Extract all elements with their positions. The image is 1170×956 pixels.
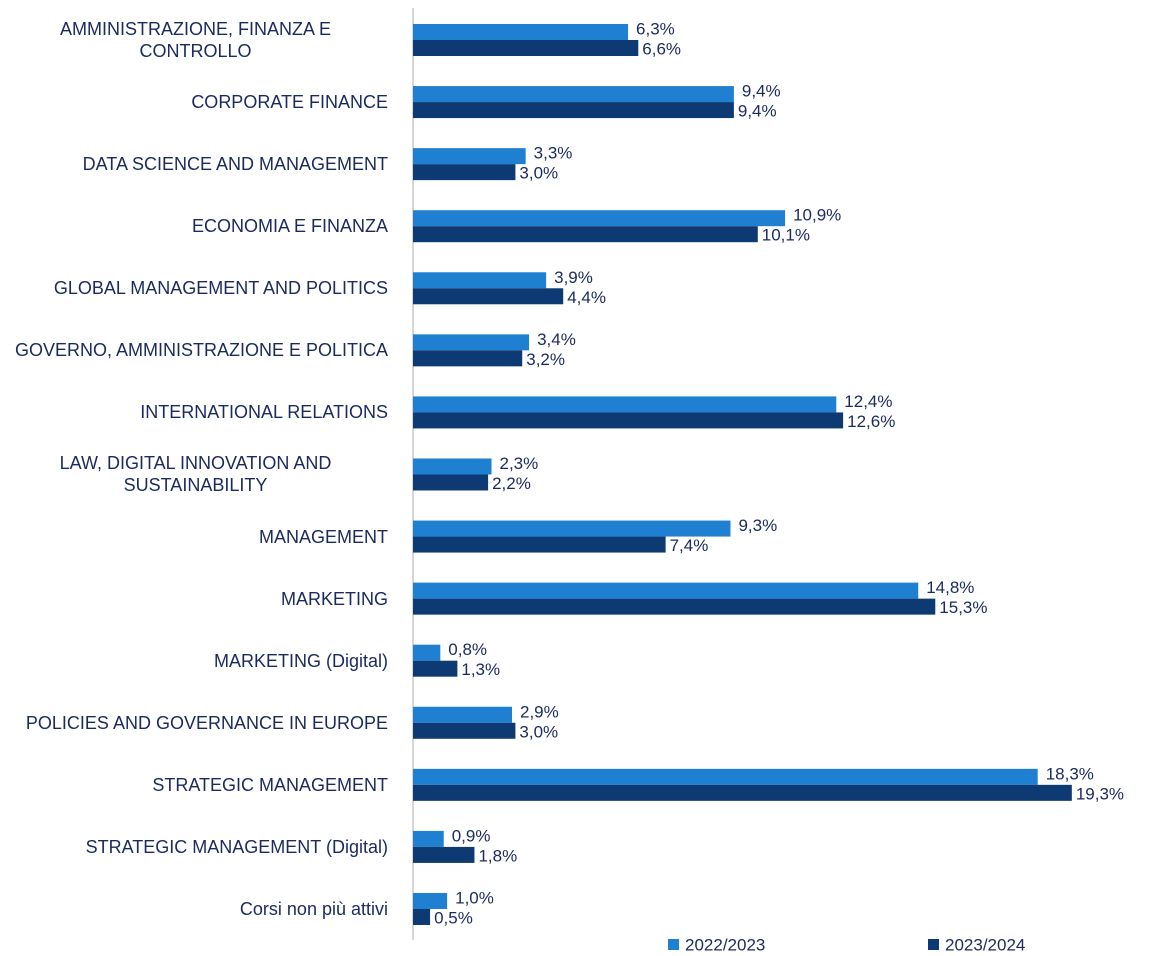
category-label: MARKETING <box>280 588 388 609</box>
value-label: 7,4% <box>670 536 709 555</box>
value-label: 14,8% <box>926 578 974 597</box>
value-label: 0,8% <box>448 640 487 659</box>
category-label: STRATEGIC MANAGEMENT (Digital) <box>85 836 388 857</box>
value-label: 2,9% <box>520 702 559 721</box>
value-label: 9,3% <box>738 516 777 535</box>
value-label: 0,9% <box>452 826 491 845</box>
value-label: 10,1% <box>762 226 810 245</box>
value-label: 9,4% <box>738 102 777 121</box>
value-label: 9,4% <box>742 82 781 101</box>
category-label: AMMINISTRAZIONE, FINANZA E CONTROLLO <box>59 19 332 61</box>
bar <box>413 334 530 351</box>
bar <box>413 784 1072 801</box>
legend-label: 2023/2024 <box>945 935 1025 954</box>
category-label: GOVERNO, AMMINISTRAZIONE E POLITICA <box>14 340 388 361</box>
category-label: DATA SCIENCE AND MANAGEMENT <box>82 154 388 175</box>
bar <box>413 598 936 615</box>
category-label: CORPORATE FINANCE <box>191 92 388 113</box>
category-label: GLOBAL MANAGEMENT AND POLITICS <box>53 278 388 299</box>
bar <box>413 40 639 56</box>
value-label: 6,6% <box>642 39 681 58</box>
bar <box>413 722 516 739</box>
category-label: LAW, DIGITAL INNOVATION AND SUSTAINABILI… <box>59 453 332 496</box>
value-label: 4,4% <box>567 288 606 307</box>
bar <box>413 288 564 305</box>
value-label: 15,3% <box>939 598 987 617</box>
value-label: 6,3% <box>636 19 675 38</box>
category-label: Corsi non più attivi <box>239 898 388 919</box>
value-label: 2,2% <box>492 474 531 493</box>
value-label: 3,9% <box>554 268 593 287</box>
bar <box>413 210 786 227</box>
bar <box>413 830 444 847</box>
bar <box>413 846 475 863</box>
bar <box>413 892 448 909</box>
value-label: 10,9% <box>793 206 841 225</box>
bar <box>413 396 837 413</box>
bar <box>413 582 919 599</box>
bar <box>413 660 458 677</box>
value-label: 3,0% <box>519 722 558 741</box>
category-label: MARKETING (Digital) <box>213 650 388 671</box>
value-label: 2,3% <box>500 454 539 473</box>
bar <box>413 768 1038 785</box>
bar <box>413 520 731 537</box>
legend-swatch <box>928 939 939 950</box>
bar <box>413 458 492 475</box>
bar <box>413 536 666 553</box>
value-label: 0,5% <box>434 908 473 927</box>
bar <box>413 706 512 723</box>
category-label: MANAGEMENT <box>258 526 388 547</box>
value-label: 3,0% <box>519 164 558 183</box>
value-label: 1,8% <box>478 846 517 865</box>
value-label: 19,3% <box>1076 784 1124 803</box>
bar <box>413 164 516 181</box>
bar <box>413 644 441 661</box>
bar <box>413 474 489 491</box>
bar <box>413 148 526 165</box>
bar <box>413 412 844 429</box>
bar <box>413 908 431 925</box>
value-label: 3,2% <box>526 350 565 369</box>
category-label: POLICIES AND GOVERNANCE IN EUROPE <box>25 712 388 733</box>
bar <box>413 350 523 367</box>
category-label: STRATEGIC MANAGEMENT <box>152 774 388 795</box>
value-label: 3,3% <box>534 144 573 163</box>
bar <box>413 24 629 40</box>
bar <box>413 86 734 103</box>
bar <box>413 272 547 289</box>
category-label: INTERNATIONAL RELATIONS <box>140 402 388 423</box>
value-label: 1,0% <box>455 888 494 907</box>
legend-label: 2022/2023 <box>685 935 765 954</box>
value-label: 1,3% <box>461 660 500 679</box>
bar <box>413 226 758 243</box>
category-label: ECONOMIA E FINANZA <box>191 216 388 237</box>
bar <box>413 102 734 119</box>
value-label: 18,3% <box>1046 764 1094 783</box>
value-label: 12,6% <box>847 412 895 431</box>
value-label: 12,4% <box>844 392 892 411</box>
legend-swatch <box>668 939 679 950</box>
value-label: 3,4% <box>537 330 576 349</box>
